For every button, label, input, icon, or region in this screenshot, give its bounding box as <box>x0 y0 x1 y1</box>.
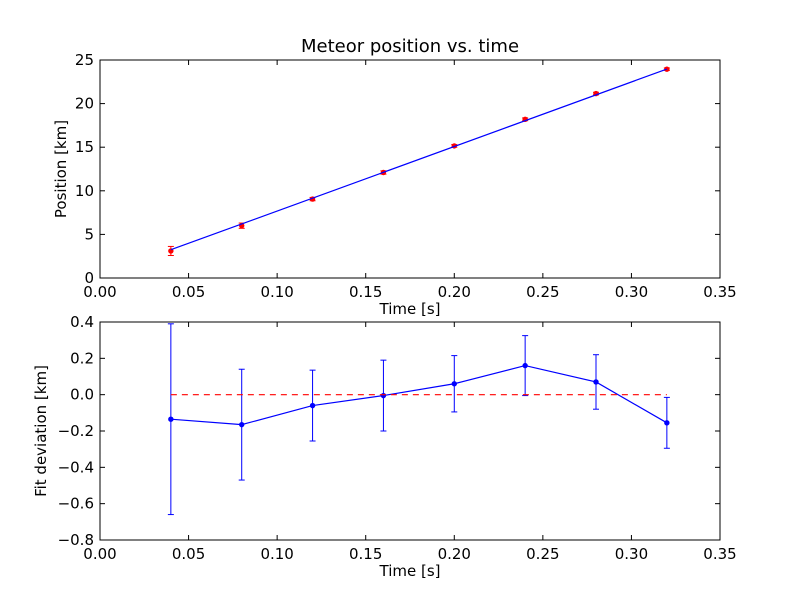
x-tick-label: 0.00 <box>83 283 116 301</box>
y-tick-label: 0 <box>84 269 94 287</box>
y-axis-label: Position [km] <box>52 120 70 218</box>
y-tick-label: −0.4 <box>58 458 94 476</box>
position-plot-marks <box>167 66 670 257</box>
x-tick-label: 0.05 <box>172 283 205 301</box>
y-tick-label: −0.2 <box>58 422 94 440</box>
chart-title: Meteor position vs. time <box>301 36 519 57</box>
data-point <box>451 381 457 387</box>
deviation-plot-frame <box>99 321 721 541</box>
x-tick-label: 0.05 <box>172 545 205 563</box>
x-tick-label: 0.35 <box>703 283 736 301</box>
data-point <box>664 420 670 426</box>
y-tick-label: 20 <box>75 95 94 113</box>
deviation-plot-ticks: 0.00 0.05 0.10 0.15 0.20 0.25 0.30 0.35 −0.8 −0.6… <box>58 313 737 563</box>
x-tick-label: 0.35 <box>703 545 736 563</box>
deviation-plot: 0.00 0.05 0.10 0.15 0.20 0.25 0.30 0.35 −0.8 −0.6… <box>32 313 737 580</box>
y-tick-label: 25 <box>75 51 94 69</box>
x-tick-label: 0.30 <box>615 283 648 301</box>
position-plot-ticks: 0.00 0.05 0.10 0.15 0.20 0.25 0.30 0.35 0 5 10 15 20… <box>75 51 737 301</box>
deviation-line <box>170 364 668 426</box>
data-point <box>522 362 528 369</box>
position-plot-frame <box>99 59 721 279</box>
data-point <box>309 402 316 409</box>
data-point <box>380 392 387 399</box>
x-tick-label: 0.20 <box>438 545 471 563</box>
x-tick-label: 0.20 <box>438 283 471 301</box>
y-tick-label: −0.6 <box>58 495 94 513</box>
x-tick-label: 0.25 <box>526 545 559 563</box>
y-tick-label: 10 <box>75 182 94 200</box>
data-point <box>168 416 174 422</box>
x-tick-label: 0.00 <box>83 545 116 563</box>
x-tick-label: 0.15 <box>349 283 382 301</box>
y-tick-label: 5 <box>84 225 94 243</box>
data-point <box>239 421 245 428</box>
position-plot: Meteor position vs. time 0.00 0.05 0.10 0.1… <box>52 36 737 318</box>
fit-line <box>170 68 668 251</box>
y-axis-label: Fit deviation [km] <box>32 365 50 497</box>
y-tick-label: 15 <box>75 138 94 156</box>
x-tick-label: 0.15 <box>349 545 382 563</box>
y-tick-label: 0.2 <box>70 349 94 367</box>
x-axis-label: Time [s] <box>379 562 441 580</box>
x-tick-label: 0.10 <box>260 283 293 301</box>
y-tick-label: −0.8 <box>58 531 94 549</box>
x-tick-label: 0.25 <box>526 283 559 301</box>
x-tick-label: 0.10 <box>260 545 293 563</box>
x-axis-label: Time [s] <box>379 300 441 318</box>
y-tick-label: 0.4 <box>70 313 94 331</box>
data-point <box>593 379 599 385</box>
y-tick-label: 0.0 <box>70 386 94 404</box>
x-tick-label: 0.30 <box>615 545 648 563</box>
deviation-plot-marks <box>167 323 670 516</box>
